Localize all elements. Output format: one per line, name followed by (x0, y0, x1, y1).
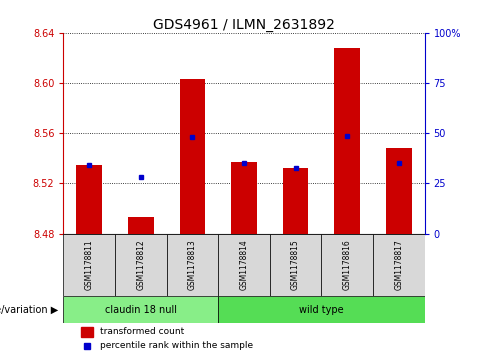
Text: transformed count: transformed count (100, 327, 184, 336)
Bar (373, 234, 425, 296)
Bar (270, 234, 322, 296)
Bar (386, 148, 412, 234)
Bar (128, 217, 154, 234)
Text: GSM1178812: GSM1178812 (136, 240, 145, 290)
Text: percentile rank within the sample: percentile rank within the sample (100, 341, 253, 350)
Title: GDS4961 / ILMN_2631892: GDS4961 / ILMN_2631892 (153, 18, 335, 32)
Text: GSM1178811: GSM1178811 (85, 240, 94, 290)
Bar (218, 234, 270, 296)
Bar (76, 164, 102, 234)
Bar (231, 162, 257, 234)
Text: wild type: wild type (299, 305, 344, 315)
Text: GSM1178813: GSM1178813 (188, 240, 197, 290)
Text: GSM1178816: GSM1178816 (343, 240, 352, 290)
Bar (115, 234, 166, 296)
Bar (283, 168, 308, 234)
Text: claudin 18 null: claudin 18 null (105, 305, 177, 315)
Bar (63, 234, 115, 296)
Bar (322, 234, 373, 296)
Bar (166, 234, 218, 296)
Text: GSM1178815: GSM1178815 (291, 240, 300, 290)
Bar (81, 327, 93, 337)
Bar (63, 296, 218, 323)
Bar (180, 79, 205, 234)
Text: genotype/variation ▶: genotype/variation ▶ (0, 305, 59, 315)
Bar (218, 296, 425, 323)
Text: GSM1178814: GSM1178814 (240, 240, 248, 290)
Bar (334, 48, 360, 234)
Text: GSM1178817: GSM1178817 (394, 240, 403, 290)
